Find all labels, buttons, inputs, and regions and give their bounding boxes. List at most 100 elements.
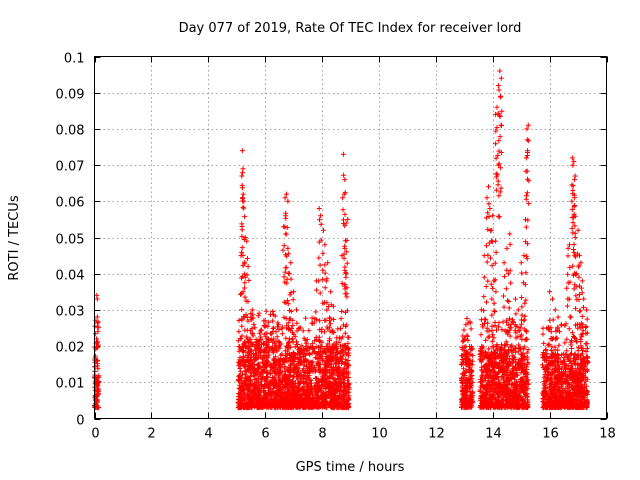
data-point [519,312,525,318]
x-tick-label: 12 [428,427,445,442]
data-point [478,307,484,313]
data-point [264,330,270,336]
data-point [322,285,328,291]
data-point [239,148,245,154]
data-point [257,328,263,334]
data-point [524,137,530,143]
data-point [481,253,487,259]
data-point [254,397,259,403]
data-point [525,138,531,144]
data-point [273,370,279,376]
data-point [240,400,246,406]
data-point [340,207,346,213]
data-point [575,348,581,354]
data-point [508,280,514,286]
data-point [523,336,529,342]
data-point [257,404,263,410]
data-point [240,347,246,353]
data-point [312,375,318,381]
data-point [523,297,529,303]
data-point [492,308,497,314]
data-point [320,267,326,273]
data-point [266,339,272,345]
data-point [581,304,586,310]
data-point [247,343,253,349]
data-point [281,274,287,280]
data-point [524,193,529,199]
data-point [95,319,101,325]
data-point [540,331,546,337]
data-point [320,250,326,256]
data-point [261,331,267,337]
data-point [236,405,242,411]
data-point [237,382,243,388]
data-point [95,386,101,392]
data-point [285,198,291,204]
data-point [486,184,491,190]
data-point [244,405,250,411]
data-point [261,400,267,406]
data-point [274,334,280,340]
data-point [273,338,279,344]
data-point [258,369,264,375]
data-point [248,382,254,387]
data-point [275,367,281,373]
data-point [273,359,279,365]
data-point [498,122,504,128]
data-point [571,247,576,252]
data-point [572,177,578,183]
data-point [300,328,306,334]
data-point [317,262,323,268]
data-point [570,230,576,236]
data-point [256,310,262,316]
data-point [258,353,264,359]
data-point [518,260,524,266]
data-point [240,191,246,197]
data-point [283,213,289,219]
y-axis-label: ROTI / TECUs [7,195,22,280]
data-point [263,405,269,410]
data-point [237,374,243,380]
data-point [339,309,345,314]
data-point [503,286,509,292]
data-point [262,378,268,384]
data-point [95,405,101,411]
data-point [244,352,250,358]
data-point [259,359,265,365]
data-point [263,334,269,340]
data-point [94,383,100,389]
data-point [345,334,351,340]
data-point [481,274,487,280]
data-point [239,182,245,188]
data-point [564,285,570,291]
data-point [507,231,513,237]
data-point [245,264,251,269]
data-point [256,390,262,396]
data-point [568,314,574,320]
data-point [322,242,328,248]
data-point [238,291,243,297]
data-point [498,75,504,81]
data-point [268,379,274,385]
data-point [289,336,295,342]
data-point [95,342,101,348]
data-point [93,353,98,359]
data-point [565,253,571,259]
data-point [248,399,254,405]
data-point [501,304,507,310]
data-point [94,389,100,395]
data-point [344,260,350,266]
data-point [95,329,101,335]
data-point [274,348,280,354]
data-point [342,330,348,336]
data-point [252,384,258,390]
data-point [294,307,299,313]
data-point [252,366,258,372]
data-point [239,224,245,229]
data-point [513,311,519,317]
data-point [335,326,341,332]
data-point [263,347,269,353]
data-point [524,253,529,259]
data-point [501,274,507,279]
